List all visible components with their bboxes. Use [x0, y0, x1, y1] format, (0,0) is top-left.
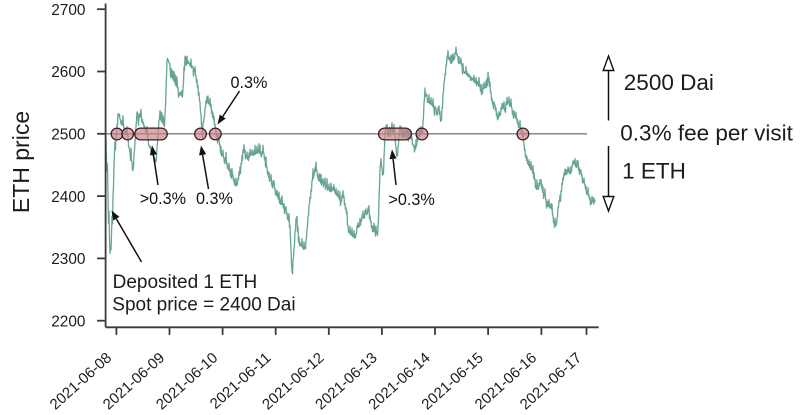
- svg-text:>0.3%: >0.3%: [388, 191, 434, 209]
- svg-text:2500: 2500: [51, 127, 85, 144]
- svg-text:0.3% fee per visit: 0.3% fee per visit: [620, 120, 793, 145]
- svg-text:2500 Dai: 2500 Dai: [624, 70, 714, 95]
- svg-text:2600: 2600: [51, 64, 85, 81]
- svg-text:2700: 2700: [51, 2, 85, 19]
- svg-text:2400: 2400: [51, 189, 85, 206]
- svg-text:>0.3%: >0.3%: [140, 190, 186, 208]
- svg-text:Spot price = 2400 Dai: Spot price = 2400 Dai: [112, 294, 295, 315]
- svg-text:2200: 2200: [51, 313, 85, 330]
- svg-text:Deposited 1 ETH: Deposited 1 ETH: [113, 272, 258, 293]
- svg-text:1 ETH: 1 ETH: [622, 159, 686, 184]
- svg-text:0.3%: 0.3%: [196, 190, 233, 208]
- svg-text:2300: 2300: [51, 251, 85, 268]
- svg-text:0.3%: 0.3%: [231, 74, 268, 92]
- svg-text:ETH price: ETH price: [8, 111, 34, 213]
